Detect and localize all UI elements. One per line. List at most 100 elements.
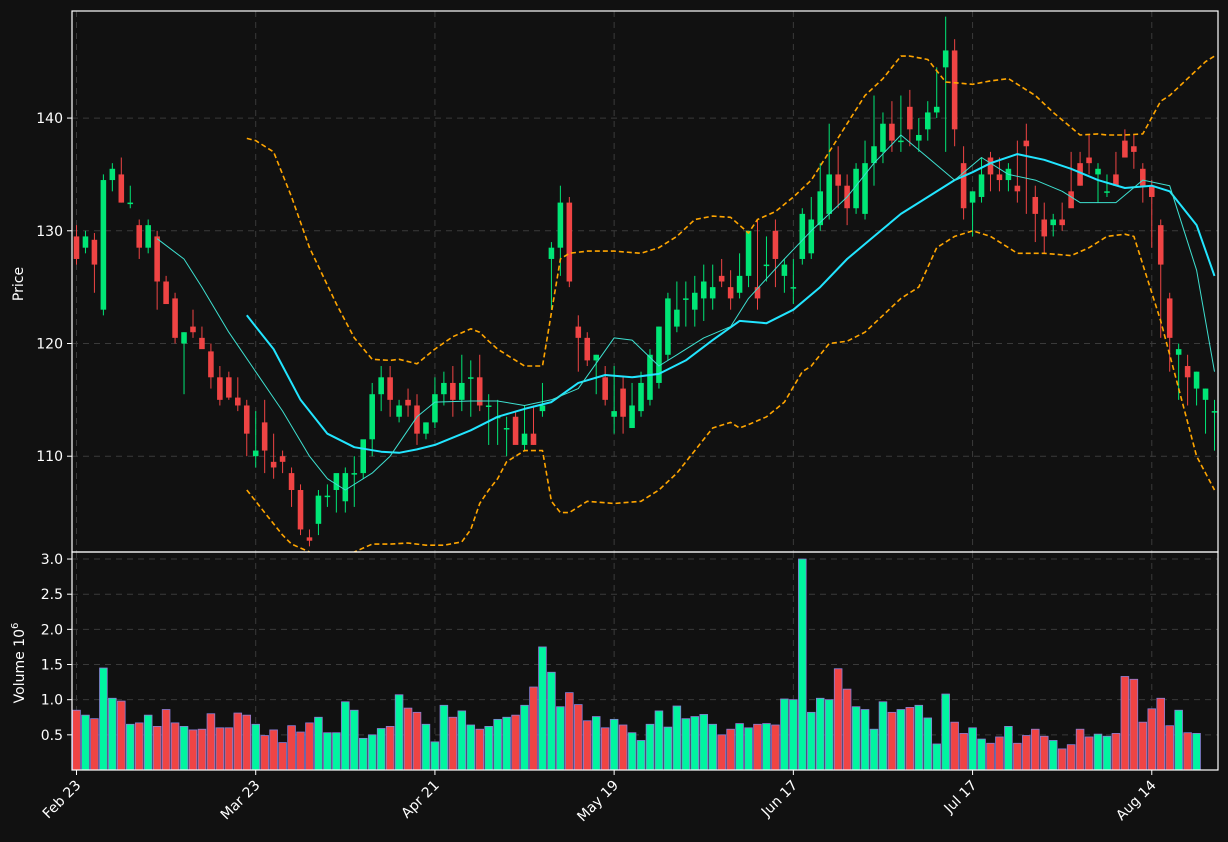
bollinger-band-line: [246, 55, 1215, 367]
volume-bar: [583, 720, 592, 771]
candle-body: [593, 354, 599, 361]
x-tick-label: May 19: [574, 778, 622, 826]
candle-body: [521, 433, 528, 445]
candle-body: [127, 202, 134, 205]
volume-bar: [108, 697, 117, 771]
volume-bar: [224, 727, 234, 771]
volume-bar: [520, 704, 529, 771]
volume-bar: [690, 716, 700, 771]
volume-bar: [197, 728, 207, 771]
volume-bar: [959, 733, 968, 771]
volume-bar: [457, 710, 467, 771]
volume-bar: [1031, 728, 1040, 771]
x-tick-label: Mar 23: [218, 778, 264, 824]
candle-body: [620, 388, 626, 417]
volume-bar: [260, 735, 269, 771]
volume-bar: [1120, 676, 1130, 771]
volume-bar: [762, 723, 771, 771]
candle-body: [109, 168, 116, 181]
candle-body: [548, 247, 555, 259]
candle-body: [1050, 219, 1056, 226]
candle-body: [683, 298, 689, 300]
candle-body: [1023, 140, 1030, 147]
volume-bar: [753, 723, 762, 771]
candle-body: [826, 174, 832, 214]
volume-bar: [538, 646, 547, 771]
volume-bar: [798, 558, 807, 771]
price-grid: [72, 11, 1218, 552]
volume-bar: [466, 724, 476, 771]
volume-bar: [1156, 697, 1165, 771]
candle-body: [369, 394, 375, 440]
candle-body: [1104, 191, 1110, 193]
volume-panel: 0.5 1.0 1.5 2.0 2.5 3.0 Volume 106: [10, 552, 1218, 771]
candle-body: [835, 174, 841, 186]
candle-body: [987, 157, 994, 175]
volume-bar: [1111, 733, 1121, 771]
candle-body: [539, 405, 546, 412]
volume-bar: [1174, 709, 1183, 771]
candle-body: [279, 456, 286, 462]
volume-bar: [126, 723, 135, 771]
candle-body: [916, 134, 922, 141]
volume-bar: [117, 700, 126, 771]
volume-bar: [565, 692, 574, 771]
volume-bar: [600, 727, 610, 771]
candle-body: [467, 377, 474, 379]
volume-bar: [905, 707, 915, 771]
volume-bar: [789, 699, 798, 771]
bollinger-band-line: [246, 230, 1216, 552]
candle-body: [199, 337, 205, 350]
volume-bar: [305, 722, 314, 771]
candle-body: [996, 174, 1003, 181]
price-y-ticks: 110 120 130 140: [36, 111, 72, 465]
volume-bar: [170, 722, 180, 771]
volume-bar: [627, 732, 637, 771]
volume-bar: [421, 723, 431, 771]
candle-body: [405, 399, 411, 406]
volume-bar: [412, 711, 422, 771]
candle-body: [181, 332, 187, 344]
volume-bar: [358, 737, 368, 771]
candle-body: [1148, 185, 1155, 197]
volume-bar: [152, 726, 162, 771]
volume-bar: [860, 709, 870, 771]
candle-body: [709, 287, 716, 299]
candle-body: [745, 230, 752, 276]
price-panel-frame: [71, 10, 1219, 553]
price-y-tick-label: 120: [36, 336, 63, 352]
volume-bar: [1183, 732, 1192, 771]
volume-y-tick-label: 1.5: [41, 658, 63, 674]
volume-bar: [143, 714, 153, 771]
volume-bar: [1192, 733, 1201, 771]
candle-body: [853, 168, 859, 209]
volume-bar: [824, 699, 834, 771]
volume-bar: [493, 718, 502, 771]
x-tick-label: Apr 21: [399, 778, 443, 822]
candle-body: [933, 106, 940, 113]
volume-bar: [1102, 735, 1112, 771]
candle-body: [441, 382, 447, 395]
candle-body: [665, 298, 671, 355]
candle-body: [1113, 174, 1119, 186]
volume-bar: [314, 716, 323, 771]
volume-bar: [99, 667, 108, 771]
volume-bar: [233, 712, 243, 771]
candle-body: [781, 264, 788, 276]
volume-bar: [90, 718, 99, 771]
candle-body: [1211, 411, 1218, 413]
volume-bar: [950, 721, 959, 771]
candle-body: [674, 309, 680, 327]
candle-body: [270, 461, 277, 468]
volume-bar: [609, 718, 619, 771]
volume-bar: [878, 701, 888, 771]
candle-body: [1131, 146, 1137, 152]
volume-bar: [502, 716, 511, 771]
price-panel: 110 120 130 140 Price: [11, 11, 1218, 552]
volume-y-tick-label: 3.0: [41, 552, 63, 568]
candle-body: [1122, 140, 1128, 158]
candle-body: [450, 382, 456, 400]
volume-bar: [654, 710, 664, 771]
candle-body: [73, 236, 80, 259]
candle-body: [360, 439, 367, 474]
